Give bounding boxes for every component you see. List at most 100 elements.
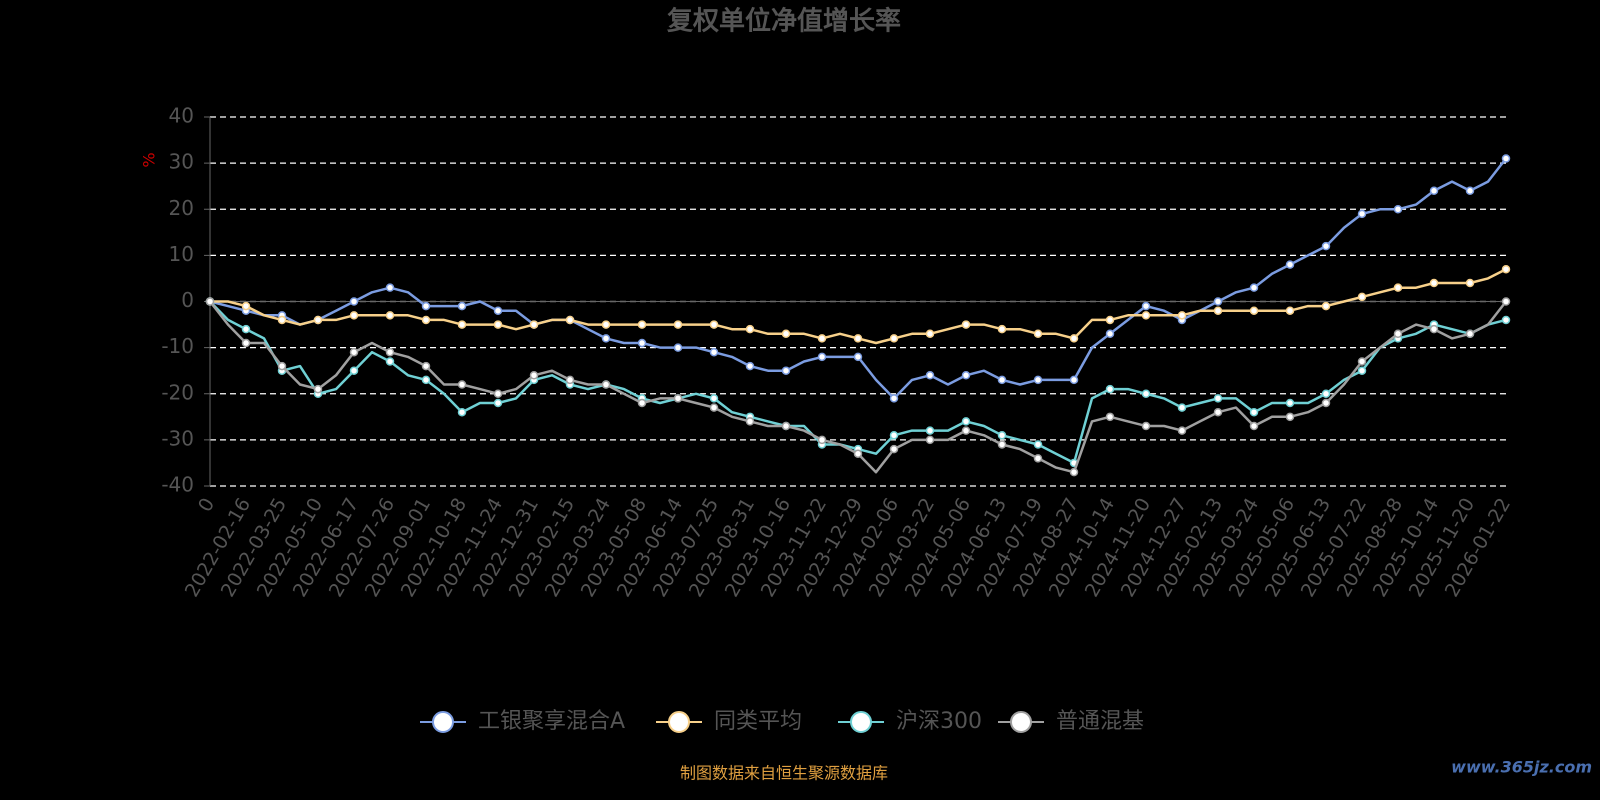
series-marker [817, 435, 827, 445]
series-marker [1249, 421, 1259, 431]
series-marker [673, 394, 683, 403]
series-marker [1105, 412, 1115, 422]
series-marker [781, 329, 791, 339]
series-marker [1213, 306, 1223, 315]
series-marker [457, 320, 467, 329]
series-marker [1357, 209, 1367, 219]
series-marker [1321, 389, 1331, 398]
series-marker [601, 320, 611, 329]
series-marker [1105, 315, 1115, 325]
series-marker [961, 417, 971, 426]
series-marker [385, 311, 395, 320]
series-marker [1249, 283, 1259, 292]
series-marker [1285, 398, 1295, 408]
y-tick-label: -10 [161, 334, 194, 358]
series-marker [673, 320, 683, 329]
series-marker [925, 435, 935, 445]
series-marker [385, 283, 395, 292]
series-marker [1177, 311, 1187, 320]
series-marker [853, 334, 863, 343]
series-marker [349, 347, 359, 357]
series-marker [277, 361, 287, 371]
series-marker [637, 398, 647, 408]
series-marker [889, 334, 899, 343]
y-axis-label: % [140, 152, 159, 167]
series-marker [889, 431, 899, 440]
legend-marker [1010, 711, 1032, 733]
series-marker [1357, 292, 1367, 302]
series-marker [421, 301, 431, 311]
y-tick-label: 10 [169, 242, 194, 266]
series-marker [1033, 454, 1043, 463]
series-marker [1285, 412, 1295, 422]
series-marker [1429, 324, 1439, 334]
series-marker [1321, 398, 1331, 408]
series-marker [637, 320, 647, 329]
source-note: 制图数据来自恒生聚源数据库 [680, 764, 888, 783]
series-marker [601, 334, 611, 343]
series-marker [493, 320, 503, 329]
series-marker [313, 384, 323, 394]
series-marker [385, 357, 395, 366]
series-marker [457, 407, 467, 417]
series-marker [205, 297, 215, 306]
series-marker [1465, 186, 1475, 196]
series-marker [817, 334, 827, 343]
series-marker [1501, 315, 1511, 325]
series-marker [1501, 297, 1511, 306]
series-marker [1249, 306, 1259, 315]
series-marker [1105, 329, 1115, 339]
legend-label: 同类平均 [714, 709, 802, 734]
series-marker [349, 366, 359, 375]
series-marker [1213, 394, 1223, 403]
series-marker [853, 352, 863, 362]
series-marker [673, 343, 683, 352]
series-marker [601, 380, 611, 389]
series-marker [853, 449, 863, 458]
legend-label: 普通混基 [1056, 709, 1144, 734]
series-marker [565, 315, 575, 325]
legend-marker [668, 711, 690, 733]
series-marker [457, 380, 467, 389]
y-tick-label: 30 [169, 150, 194, 174]
series-marker [709, 394, 719, 403]
series-marker [1249, 407, 1259, 417]
series-marker [1285, 260, 1295, 269]
series-marker [529, 320, 539, 329]
series-marker [421, 375, 431, 385]
series-marker [637, 338, 647, 348]
series-marker [709, 347, 719, 357]
series-marker [313, 315, 323, 325]
watermark: www.365jz.com [1451, 758, 1592, 777]
chart-title: 复权单位净值增长率 [667, 6, 901, 37]
series-marker [493, 306, 503, 315]
series-marker [1465, 329, 1475, 339]
series-marker [1429, 278, 1439, 288]
series-marker [241, 324, 251, 334]
legend-marker [850, 711, 872, 733]
series-marker [1069, 375, 1079, 385]
series-marker [889, 444, 899, 454]
series-marker [925, 426, 935, 435]
series-marker [1501, 154, 1511, 163]
series-marker [1105, 384, 1115, 394]
series-marker [781, 421, 791, 431]
series-marker [1069, 467, 1079, 477]
series-marker [997, 375, 1007, 385]
legend-label: 工银聚享混合A [478, 709, 625, 734]
series-marker [745, 324, 755, 334]
series-marker [1033, 375, 1043, 385]
series-marker [1141, 311, 1151, 320]
series-marker [1177, 426, 1187, 435]
series-marker [1141, 421, 1151, 431]
series-marker [1213, 407, 1223, 417]
y-tick-label: 0 [181, 288, 194, 312]
series-marker [1393, 329, 1403, 339]
series-marker [745, 361, 755, 371]
series-marker [493, 398, 503, 408]
series-marker [1465, 278, 1475, 288]
series-marker [565, 375, 575, 385]
series-marker [1357, 366, 1367, 375]
series-marker [961, 426, 971, 435]
